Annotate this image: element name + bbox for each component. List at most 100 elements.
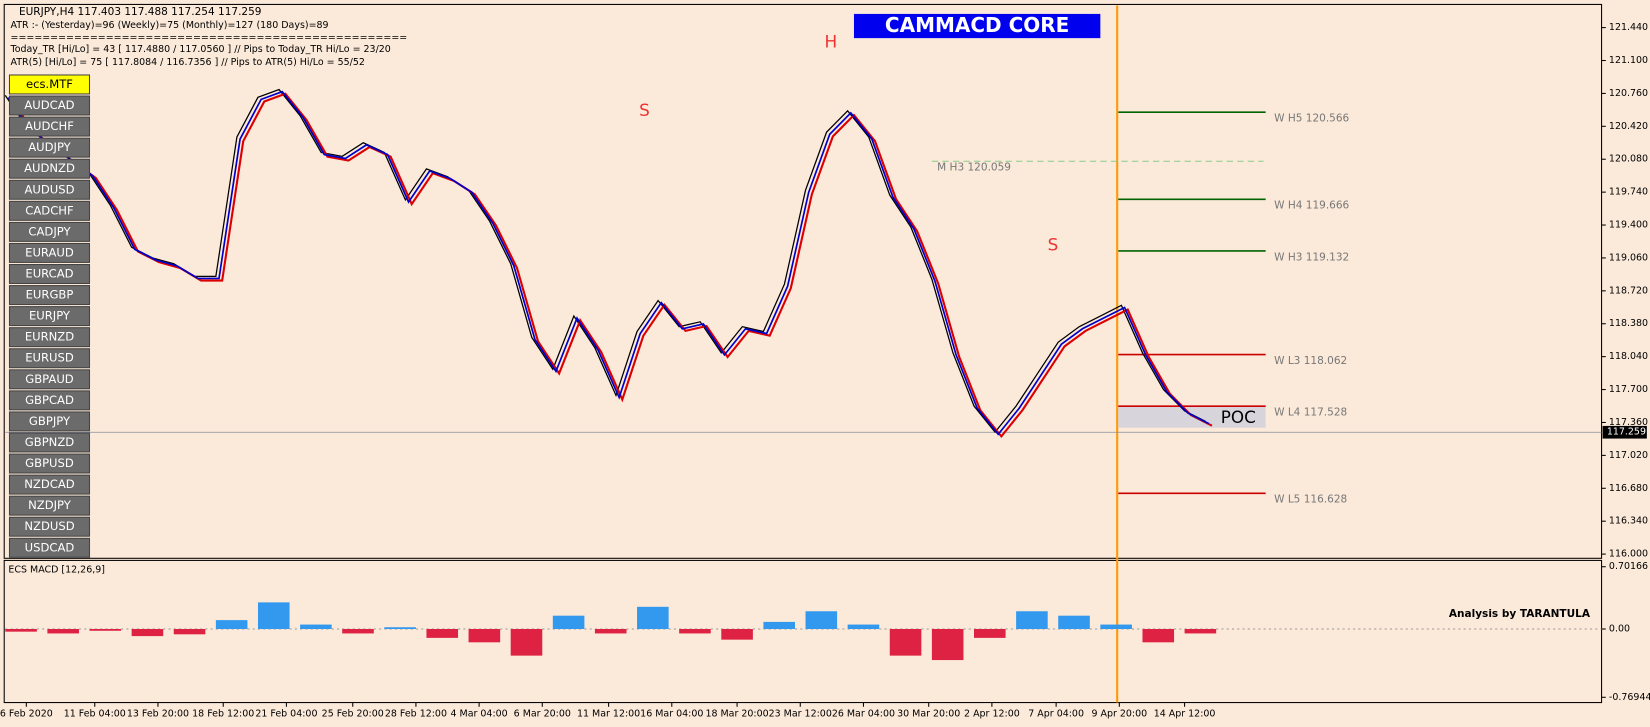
symbol-label[interactable]: NZDJPY <box>28 498 72 512</box>
y-tick-label: 121.440 <box>1609 22 1648 33</box>
macd-bar <box>721 628 753 640</box>
macd-bar <box>300 624 332 629</box>
symbol-label[interactable]: USDCAD <box>25 540 75 554</box>
pivot-label: W H5 120.566 <box>1274 113 1349 125</box>
symbol-button[interactable] <box>8 221 91 242</box>
macd-bar <box>763 621 795 629</box>
x-tick-label: 23 Mar 12:00 <box>769 709 832 720</box>
symbol-label[interactable]: EURUSD <box>25 351 74 365</box>
y-tick-label: 119.400 <box>1609 220 1648 231</box>
symbol-button[interactable] <box>8 537 91 558</box>
symbol-button[interactable] <box>8 327 91 348</box>
pivot-label: W H4 119.666 <box>1274 200 1349 212</box>
symbol-label[interactable]: AUDCHF <box>25 119 74 133</box>
y-tick-label: 117.360 <box>1609 417 1648 428</box>
symbol-label[interactable]: EURCAD <box>25 266 73 280</box>
macd-bar <box>973 628 1006 638</box>
macd-bar <box>889 628 922 656</box>
symbol-button[interactable] <box>8 453 91 474</box>
pivot-label: W L4 117.528 <box>1274 407 1347 419</box>
credit: Analysis by TARANTULA <box>1449 608 1591 620</box>
x-tick-label: 9 Apr 20:00 <box>1091 709 1147 720</box>
separator: ========================================… <box>11 33 408 44</box>
symbol-button[interactable] <box>8 263 91 285</box>
symbol-label[interactable]: GBPUSD <box>25 456 74 470</box>
symbol-button[interactable] <box>8 348 91 369</box>
symbol-label[interactable]: AUDJPY <box>28 140 71 154</box>
current-price-label: 117.259 <box>1607 427 1646 438</box>
x-tick-label: 4 Mar 04:00 <box>450 709 507 720</box>
symbol-button[interactable] <box>8 137 91 158</box>
macd-bar <box>131 628 164 637</box>
macd-bar <box>173 628 206 635</box>
monthly-label: M H3 120.059 <box>937 162 1011 174</box>
symbol-button[interactable] <box>8 95 91 116</box>
pattern-label: S <box>1048 235 1059 255</box>
x-tick-label: 13 Feb 20:00 <box>127 709 189 720</box>
today-line: Today_TR [Hi/Lo] = 43 [ 117.4880 / 117.0… <box>10 44 391 55</box>
price-ma-fast <box>7 90 1210 436</box>
symbol-label[interactable]: GBPNZD <box>25 435 74 449</box>
macd-bar <box>257 602 290 629</box>
symbol-button[interactable] <box>8 411 91 432</box>
symbol-label[interactable]: AUDNZD <box>24 161 75 175</box>
macd-bar <box>637 606 669 629</box>
y-tick-label: 116.340 <box>1609 516 1648 527</box>
pattern-label: H <box>824 31 837 51</box>
symbol-label[interactable]: NZDCAD <box>24 477 75 491</box>
macd-bar <box>552 615 585 629</box>
symbol-button[interactable] <box>8 474 91 495</box>
symbol-label[interactable]: EURJPY <box>29 309 71 323</box>
x-tick-label: 11 Mar 12:00 <box>577 709 640 720</box>
macd-tick-label: -0.76944 <box>1609 692 1650 703</box>
symbol-button[interactable] <box>8 158 91 179</box>
x-tick-label: 28 Feb 12:00 <box>385 709 447 720</box>
symbol-label[interactable]: EURGBP <box>26 288 74 302</box>
y-tick-label: 119.060 <box>1609 252 1648 263</box>
symbol-label[interactable]: EURNZD <box>25 330 74 344</box>
symbol-button[interactable] <box>8 516 91 537</box>
pivot-label: W L3 118.062 <box>1274 355 1347 367</box>
x-tick-label: 25 Feb 20:00 <box>322 709 384 720</box>
symbol-label[interactable]: CADJPY <box>28 224 71 238</box>
symbol-label[interactable]: GBPAUD <box>25 372 74 386</box>
pattern-label: S <box>639 100 650 120</box>
symbol-button[interactable] <box>8 432 91 453</box>
y-tick-label: 117.020 <box>1609 450 1648 461</box>
x-tick-label: 16 Mar 04:00 <box>640 709 703 720</box>
symbol-button[interactable] <box>8 285 91 306</box>
y-tick-label: 120.080 <box>1609 154 1648 165</box>
symbol-button[interactable] <box>8 306 91 327</box>
symbol-label[interactable]: EURAUD <box>25 245 74 259</box>
x-tick-label: 6 Feb 2020 <box>0 709 53 720</box>
x-tick-label: 11 Feb 04:00 <box>64 709 126 720</box>
symbol-button[interactable] <box>8 242 91 263</box>
symbol-label[interactable]: NZDUSD <box>24 519 74 533</box>
symbol-label[interactable]: GBPJPY <box>29 414 71 428</box>
symbol-label[interactable]: CADCHF <box>25 203 73 217</box>
x-tick-label: 26 Mar 04:00 <box>832 709 895 720</box>
symbol-button[interactable] <box>8 495 91 516</box>
x-tick-label: 18 Feb 12:00 <box>192 709 254 720</box>
symbol-button[interactable] <box>8 74 91 95</box>
y-tick-label: 116.680 <box>1609 483 1648 494</box>
y-tick-label: 116.000 <box>1609 549 1648 560</box>
symbol-button[interactable] <box>8 390 91 411</box>
x-tick-label: 18 Mar 20:00 <box>705 709 768 720</box>
symbol-label[interactable]: ecs.MTF <box>26 77 73 91</box>
macd-tick-label: 0.70166 <box>1609 561 1648 572</box>
symbol-label[interactable]: GBPCAD <box>25 393 74 407</box>
symbol-button[interactable] <box>8 369 91 390</box>
atr-line: ATR :- (Yesterday)=96 (Weekly)=75 (Month… <box>11 20 329 31</box>
poc-label: POC <box>1221 407 1256 427</box>
atr5-line: ATR(5) [Hi/Lo] = 75 [ 117.8084 / 116.735… <box>11 57 365 68</box>
y-tick-label: 120.420 <box>1609 121 1648 132</box>
macd-bar <box>1058 615 1090 629</box>
macd-bar <box>89 628 122 631</box>
symbol-label[interactable]: AUDCAD <box>24 98 74 112</box>
symbol-label[interactable]: AUDUSD <box>24 182 74 196</box>
symbol-button[interactable] <box>8 200 91 221</box>
symbol-button[interactable] <box>8 116 91 137</box>
symbol-button[interactable] <box>8 179 91 200</box>
